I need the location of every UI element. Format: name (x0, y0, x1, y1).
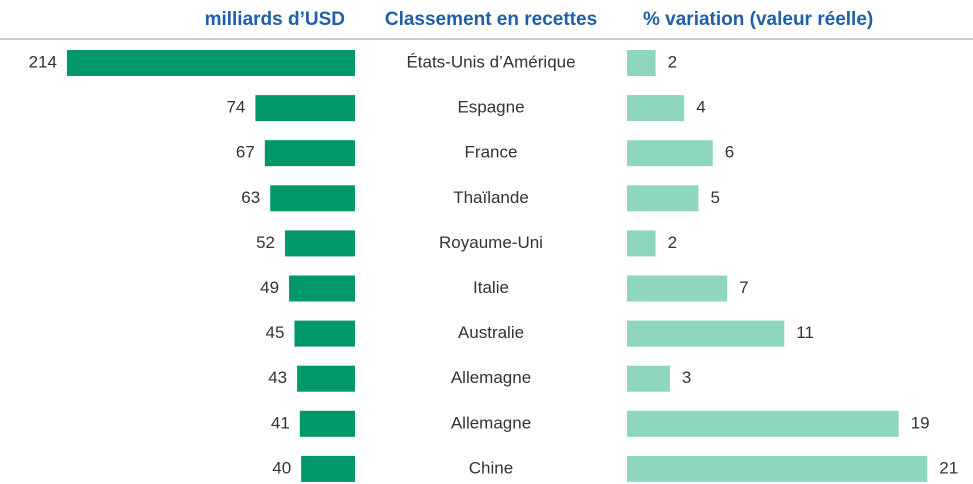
bar (627, 185, 699, 212)
value-label: 5 (711, 188, 720, 207)
value-label: 49 (260, 278, 279, 297)
value-label: 4 (696, 98, 705, 117)
bar (299, 410, 355, 437)
value-label: 41 (271, 413, 290, 432)
bar (270, 185, 355, 212)
value-label: 63 (241, 188, 260, 207)
value-label: 2 (668, 233, 677, 252)
value-label: 43 (268, 368, 287, 387)
bar (627, 275, 728, 302)
value-label: 2 (668, 52, 677, 71)
value-label: 214 (29, 52, 57, 71)
category-label: France (465, 143, 518, 162)
bar (627, 410, 899, 437)
category-label: Espagne (457, 98, 524, 117)
value-label: 19 (911, 413, 930, 432)
bar (627, 50, 656, 76)
bar (627, 320, 785, 347)
category-label: Allemagne (451, 368, 531, 387)
bar (294, 320, 355, 347)
bar (627, 230, 656, 257)
bar (264, 140, 355, 167)
category-header: Classement en recettes (385, 9, 597, 30)
category-label: Thaïlande (453, 188, 529, 207)
bar (297, 365, 355, 392)
category-label: Chine (469, 458, 513, 477)
value-label: 74 (226, 98, 245, 117)
bar (255, 95, 355, 122)
value-label: 11 (796, 323, 814, 342)
value-label: 45 (266, 323, 285, 342)
value-label: 40 (272, 458, 291, 477)
value-label: 67 (236, 143, 255, 162)
category-label: Royaume-Uni (439, 233, 543, 252)
bar (289, 275, 355, 302)
value-label: 21 (939, 458, 958, 477)
bar (627, 455, 928, 482)
bar (627, 95, 685, 122)
category-label: Australie (458, 323, 524, 342)
category-label: Italie (473, 278, 509, 297)
value-label: 3 (682, 368, 691, 387)
bar (301, 455, 355, 482)
category-label: Allemagne (451, 413, 531, 432)
category-label: États-Unis d’Amérique (406, 52, 575, 71)
series-header: % variation (valeur réelle) (643, 9, 873, 30)
value-label: 52 (256, 233, 275, 252)
bar (285, 230, 355, 257)
value-label: 7 (739, 278, 748, 297)
bar (66, 50, 356, 76)
value-label: 6 (725, 143, 734, 162)
bar (627, 140, 713, 167)
series-header: milliards d’USD (205, 9, 345, 30)
bar (627, 365, 670, 392)
